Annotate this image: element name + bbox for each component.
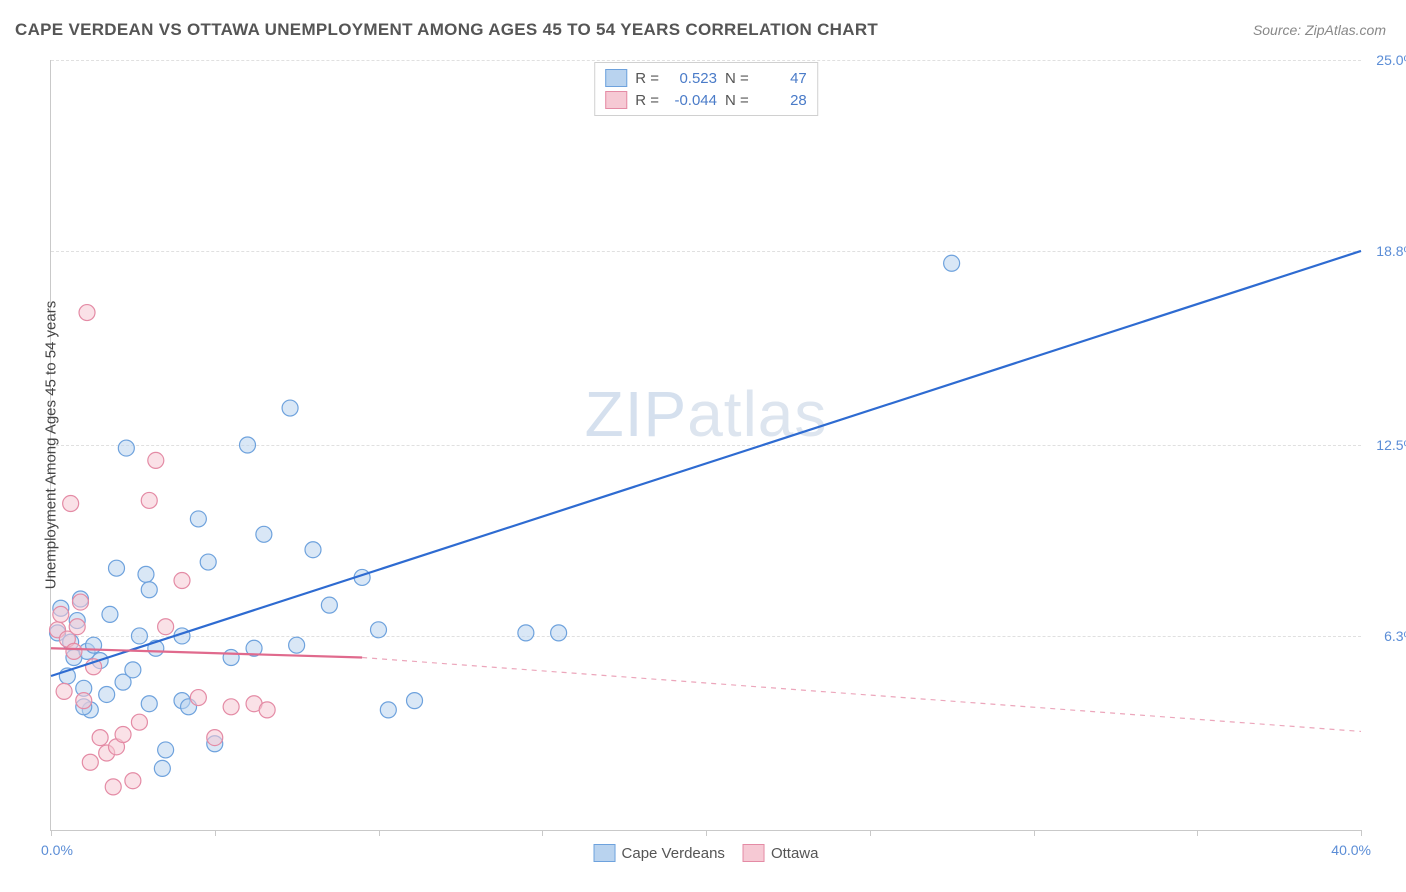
- swatch-series1: [594, 844, 616, 862]
- plot-area: Unemployment Among Ages 45 to 54 years Z…: [50, 60, 1361, 831]
- series-legend: Cape Verdeans Ottawa: [594, 844, 819, 862]
- legend-row-series1: R = 0.523 N = 47: [605, 67, 807, 89]
- n-label: N =: [725, 70, 749, 87]
- legend-item-1: Cape Verdeans: [594, 844, 725, 862]
- y-tick-label: 18.8%: [1376, 243, 1406, 259]
- r-value-2: -0.044: [667, 92, 717, 109]
- r-label: R =: [635, 70, 659, 87]
- legend-label-2: Ottawa: [771, 845, 819, 862]
- correlation-legend: R = 0.523 N = 47 R = -0.044 N = 28: [594, 62, 818, 116]
- r-value-1: 0.523: [667, 70, 717, 87]
- y-tick-label: 12.5%: [1376, 437, 1406, 453]
- x-max-label: 40.0%: [1331, 842, 1371, 858]
- x-min-label: 0.0%: [41, 842, 73, 858]
- y-tick-label: 6.3%: [1384, 628, 1406, 644]
- chart-svg: [51, 60, 1361, 830]
- source-attribution: Source: ZipAtlas.com: [1253, 22, 1386, 38]
- legend-item-2: Ottawa: [743, 844, 819, 862]
- r-label: R =: [635, 92, 659, 109]
- swatch-series2: [743, 844, 765, 862]
- n-value-1: 47: [757, 70, 807, 87]
- legend-row-series2: R = -0.044 N = 28: [605, 89, 807, 111]
- swatch-series1: [605, 69, 627, 87]
- n-value-2: 28: [757, 92, 807, 109]
- n-label: N =: [725, 92, 749, 109]
- swatch-series2: [605, 91, 627, 109]
- chart-title: CAPE VERDEAN VS OTTAWA UNEMPLOYMENT AMON…: [15, 20, 878, 40]
- legend-label-1: Cape Verdeans: [622, 845, 725, 862]
- y-tick-label: 25.0%: [1376, 52, 1406, 68]
